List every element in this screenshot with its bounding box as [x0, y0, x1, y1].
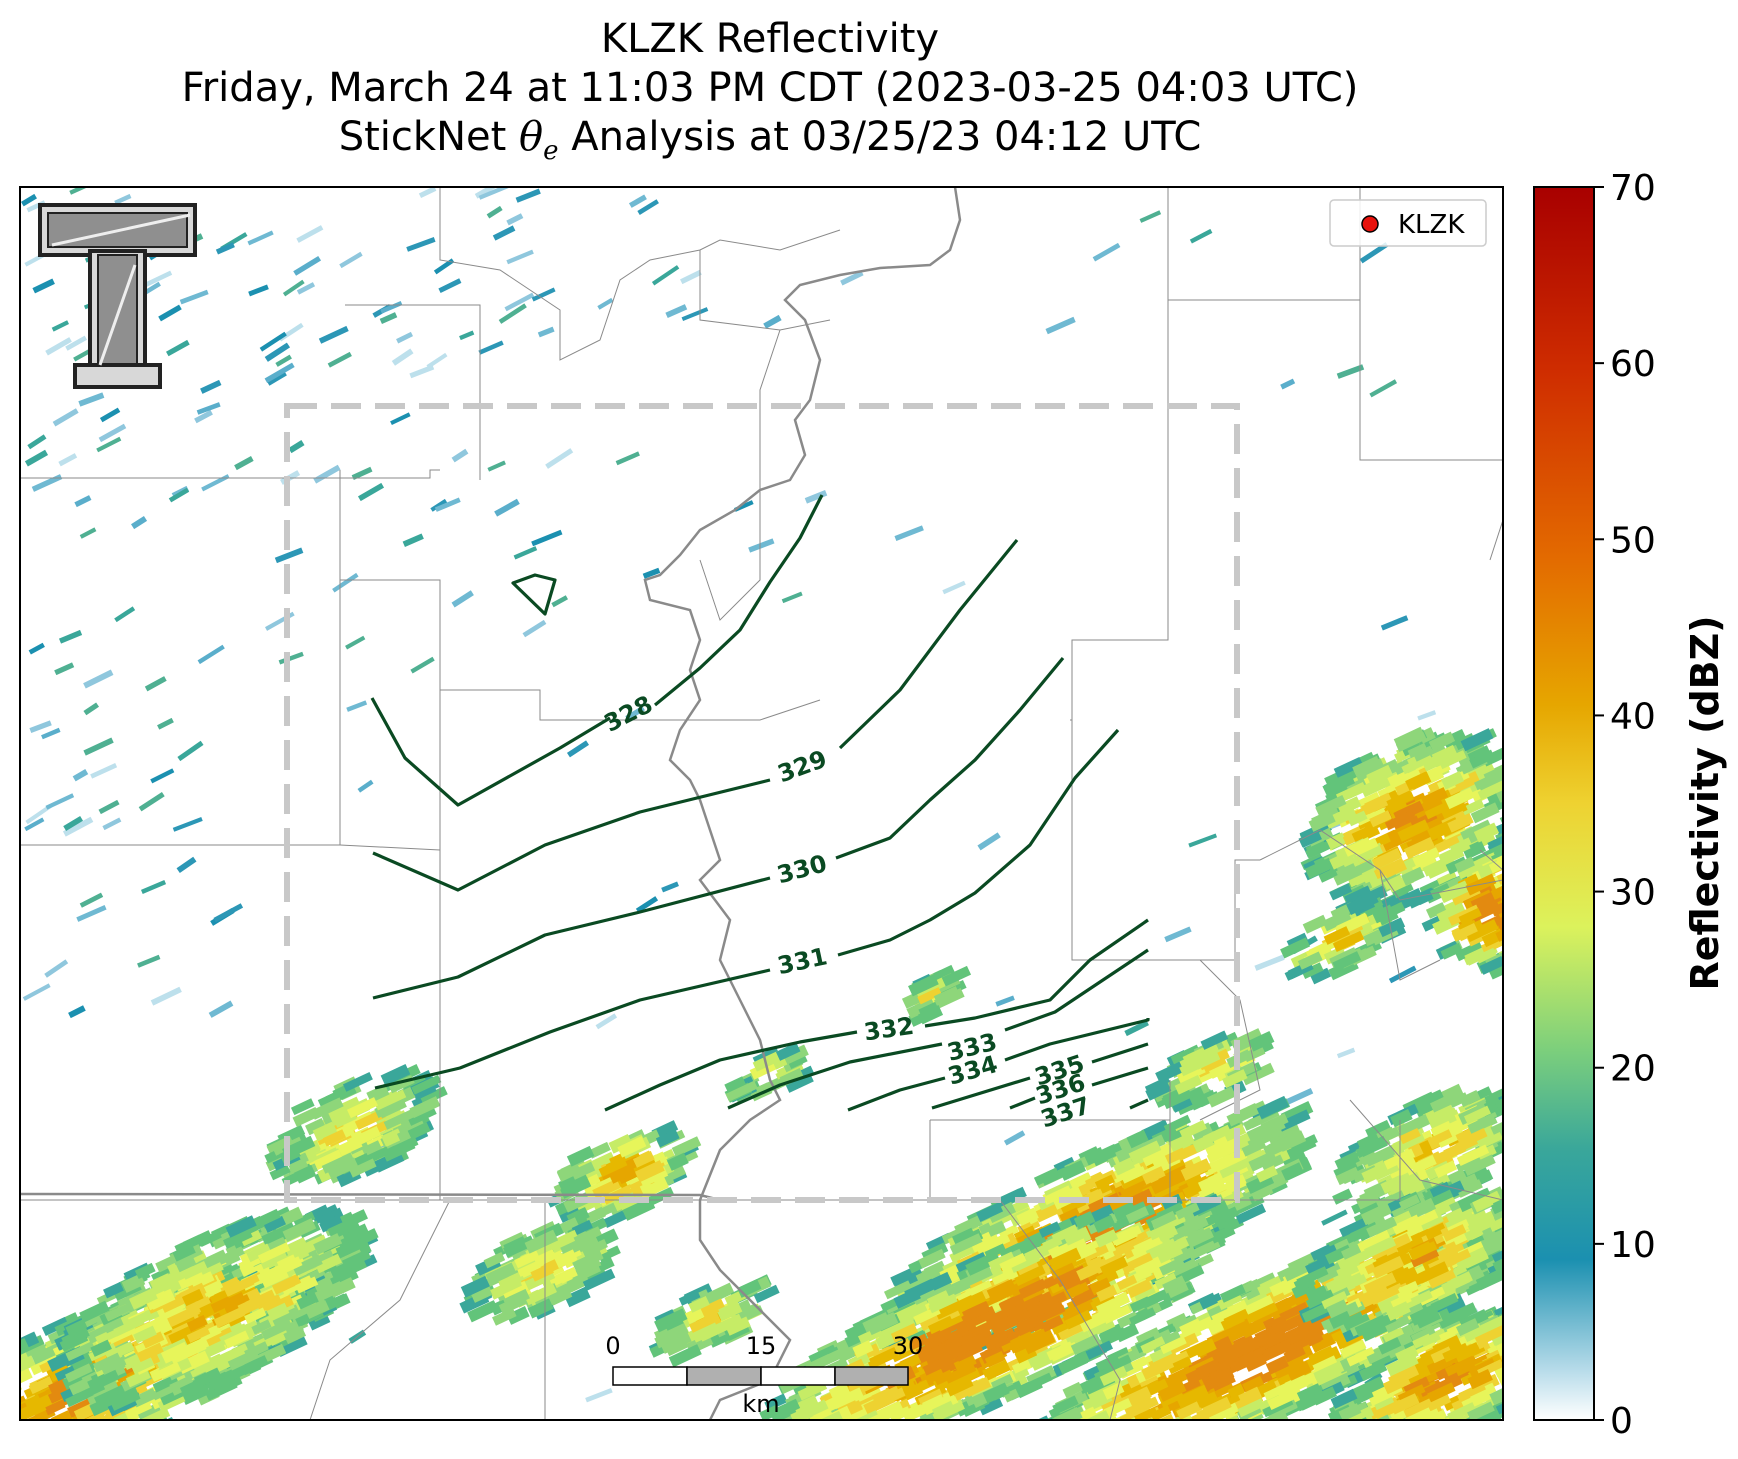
- contour-335b: [1091, 1042, 1149, 1064]
- colorbar-tick-label: 50: [1610, 520, 1656, 561]
- legend-label: KLZK: [1398, 210, 1465, 240]
- contour-small-loop: [511, 573, 557, 616]
- contour-332b: [924, 918, 1149, 1028]
- contour-330b: [835, 656, 1065, 860]
- colorbar-label: Reflectivity (dBZ): [1683, 615, 1727, 990]
- map-panel: 328 329 330 331 332 333 334 335 336 337: [19, 186, 1504, 1421]
- title-line-3-suffix: Analysis at 03/25/23 04:12 UTC: [558, 114, 1202, 160]
- contour-333: [727, 1042, 943, 1110]
- title-line-2: Friday, March 24 at 11:03 PM CDT (2023-0…: [181, 65, 1359, 111]
- contour-329b: [838, 538, 1019, 750]
- county-borders: [20, 187, 1503, 1420]
- legend: KLZK: [1329, 199, 1487, 247]
- contour-332: [604, 1030, 858, 1112]
- contour-331: [374, 968, 771, 1090]
- contour-328: [370, 697, 611, 807]
- theta-e-contours: [370, 494, 1150, 1112]
- analysis-domain-box: [284, 403, 1240, 1203]
- colorbar-ticks: 0 10 20 30 40 50 60 70: [1594, 168, 1656, 1442]
- colorbar-tick-label: 10: [1610, 1225, 1656, 1266]
- texas-tech-double-t-logo: [38, 203, 197, 389]
- colorbar-tick-label: 40: [1610, 696, 1656, 737]
- contour-330: [372, 876, 771, 1000]
- contour-334b: [1004, 1018, 1150, 1062]
- colorbar-tick-label: 60: [1610, 344, 1656, 385]
- colorbar-tick-label: 30: [1610, 873, 1656, 914]
- title-line-3-prefix: StickNet: [338, 114, 519, 160]
- contour-331b: [837, 728, 1120, 957]
- colorbar: 0 10 20 30 40 50 60 70 Reflectivity (dBZ): [1533, 168, 1727, 1442]
- contour-334: [847, 1076, 946, 1112]
- contour-label-332: 332: [862, 1012, 916, 1047]
- theta-subscript: e: [543, 136, 559, 166]
- colorbar-tick-label: 20: [1610, 1049, 1656, 1090]
- title-line-3: StickNet θe Analysis at 03/25/23 04:12 U…: [0, 113, 1540, 175]
- colorbar-tick-label: 70: [1610, 168, 1656, 209]
- contour-335: [931, 1076, 1031, 1110]
- scale-unit: km: [742, 1390, 779, 1418]
- scale-tick-0: 0: [605, 1332, 620, 1360]
- contour-337: [1129, 1098, 1149, 1110]
- colorbar-gradient: [1533, 186, 1595, 1421]
- contour-328b: [653, 494, 824, 707]
- theta-symbol: θ: [519, 114, 544, 160]
- contour-336: [1009, 1096, 1036, 1110]
- contour-329: [372, 778, 771, 892]
- scale-tick-30: 30: [893, 1332, 924, 1360]
- klzk-marker: [1361, 215, 1379, 233]
- contour-333b: [1004, 948, 1149, 1032]
- contour-336b: [1091, 1066, 1149, 1087]
- colorbar-tick-label: 0: [1610, 1401, 1633, 1442]
- scale-tick-15: 15: [746, 1332, 777, 1360]
- scale-bar: 0 15 30 km: [605, 1332, 923, 1418]
- title-line-1: KLZK Reflectivity: [600, 16, 940, 62]
